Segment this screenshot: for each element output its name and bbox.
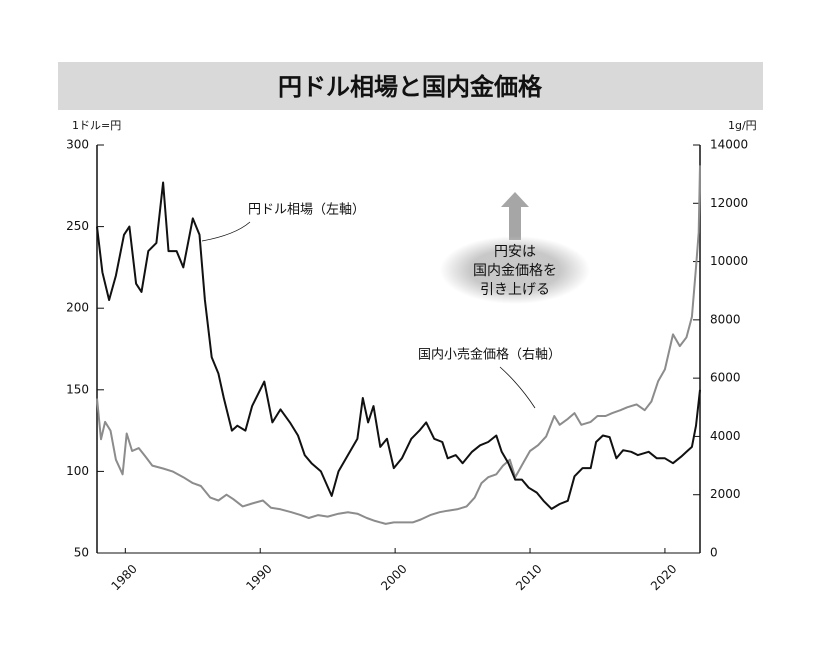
y-axis-label: 1ドル=円 (72, 119, 121, 132)
y2-tick-label: 2000 (710, 487, 741, 501)
series-line (96, 165, 701, 525)
y2-tick-label: 8000 (710, 312, 741, 326)
y-tick-label: 300 (66, 138, 89, 152)
x-tick-label: 1980 (108, 562, 139, 593)
y2-axis-label: 1g/円 (728, 119, 757, 132)
y-tick-label: 150 (66, 382, 89, 396)
y-tick-label: 100 (66, 464, 89, 478)
title-band (58, 62, 763, 110)
y2-tick-label: 4000 (710, 429, 741, 443)
y2-tick-label: 10000 (710, 254, 748, 268)
callout-line: 国内金価格を (473, 263, 557, 279)
leader-line (201, 221, 251, 242)
leader-line (499, 366, 536, 409)
y-tick-label: 50 (74, 546, 89, 560)
up-arrow (501, 192, 529, 240)
y-tick-label: 200 (66, 301, 89, 315)
callout-bubble (440, 236, 590, 304)
callout-line: 円安は (494, 244, 536, 260)
x-tick-label: 1990 (243, 562, 274, 593)
x-tick-label: 2020 (648, 562, 679, 593)
y2-tick-label: 0 (710, 546, 718, 560)
series-annotation: 国内小売金価格（右軸） (418, 347, 561, 363)
y2-tick-label: 12000 (710, 196, 748, 210)
chart-title: 円ドル相場と国内金価格 (278, 73, 543, 101)
x-tick-label: 2000 (378, 562, 409, 593)
x-tick-label: 2010 (513, 562, 544, 593)
y2-tick-label: 14000 (710, 138, 748, 152)
y2-tick-label: 6000 (710, 371, 741, 385)
series-annotation: 円ドル相場（左軸） (248, 203, 365, 218)
series-line (96, 181, 701, 510)
y-tick-label: 250 (66, 219, 89, 233)
callout-line: 引き上げる (480, 282, 550, 298)
